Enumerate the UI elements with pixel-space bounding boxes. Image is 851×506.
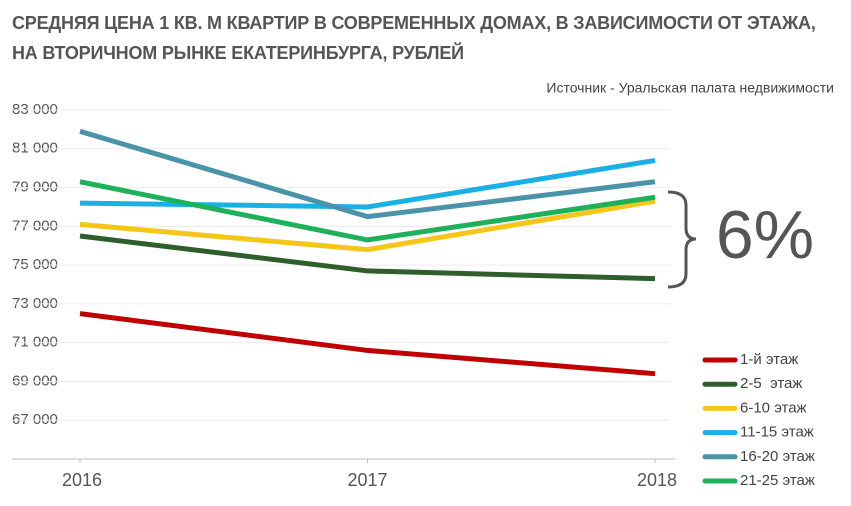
chart-subtitle: Источник - Уральская палата недвижимости (546, 80, 834, 96)
legend-label: 2-5 этаж (740, 375, 802, 392)
y-tick-label: 81 000 (12, 140, 58, 157)
y-tick-label: 83 000 (12, 101, 58, 118)
line-series (79, 179, 656, 243)
chart-title: СРЕДНЯЯ ЦЕНА 1 КВ. М КВАРТИР В СОВРЕМЕНН… (12, 13, 816, 63)
x-tick-label: 2016 (62, 470, 102, 490)
y-tick-label: 71 000 (12, 334, 58, 351)
legend-label: 6-10 этаж (740, 399, 807, 416)
y-tick-label: 67 000 (12, 411, 58, 428)
line-series (79, 128, 656, 220)
annotation: 6% (716, 197, 814, 273)
x-tick-label: 2017 (347, 470, 387, 490)
y-tick-label: 75 000 (12, 256, 58, 273)
legend-label: 16-20 этаж (740, 448, 815, 465)
line-series (79, 198, 656, 253)
line-series (79, 233, 656, 282)
line-series (79, 157, 656, 210)
y-tick-label: 79 000 (12, 179, 58, 196)
x-tick-label: 2018 (637, 470, 677, 490)
y-tick-label: 77 000 (12, 217, 58, 234)
line-series (79, 311, 656, 377)
y-tick-label: 69 000 (12, 372, 58, 389)
legend-label: 11-15 этаж (740, 424, 814, 441)
y-tick-label: 73 000 (12, 295, 58, 312)
brace (667, 190, 697, 289)
legend-label: 1-й этаж (740, 351, 798, 368)
legend-label: 21-25 этаж (740, 472, 815, 489)
